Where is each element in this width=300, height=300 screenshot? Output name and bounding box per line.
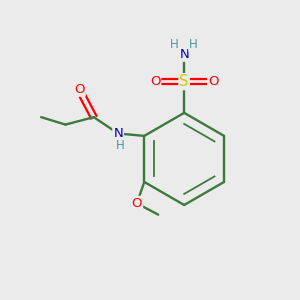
Text: H: H xyxy=(170,38,179,51)
Text: O: O xyxy=(74,83,85,96)
Text: O: O xyxy=(208,75,219,88)
Text: H: H xyxy=(116,140,125,152)
Text: O: O xyxy=(150,75,160,88)
Text: S: S xyxy=(179,74,189,89)
Text: N: N xyxy=(179,48,189,61)
Text: O: O xyxy=(132,197,142,210)
Text: N: N xyxy=(113,127,123,140)
Text: H: H xyxy=(189,38,198,51)
